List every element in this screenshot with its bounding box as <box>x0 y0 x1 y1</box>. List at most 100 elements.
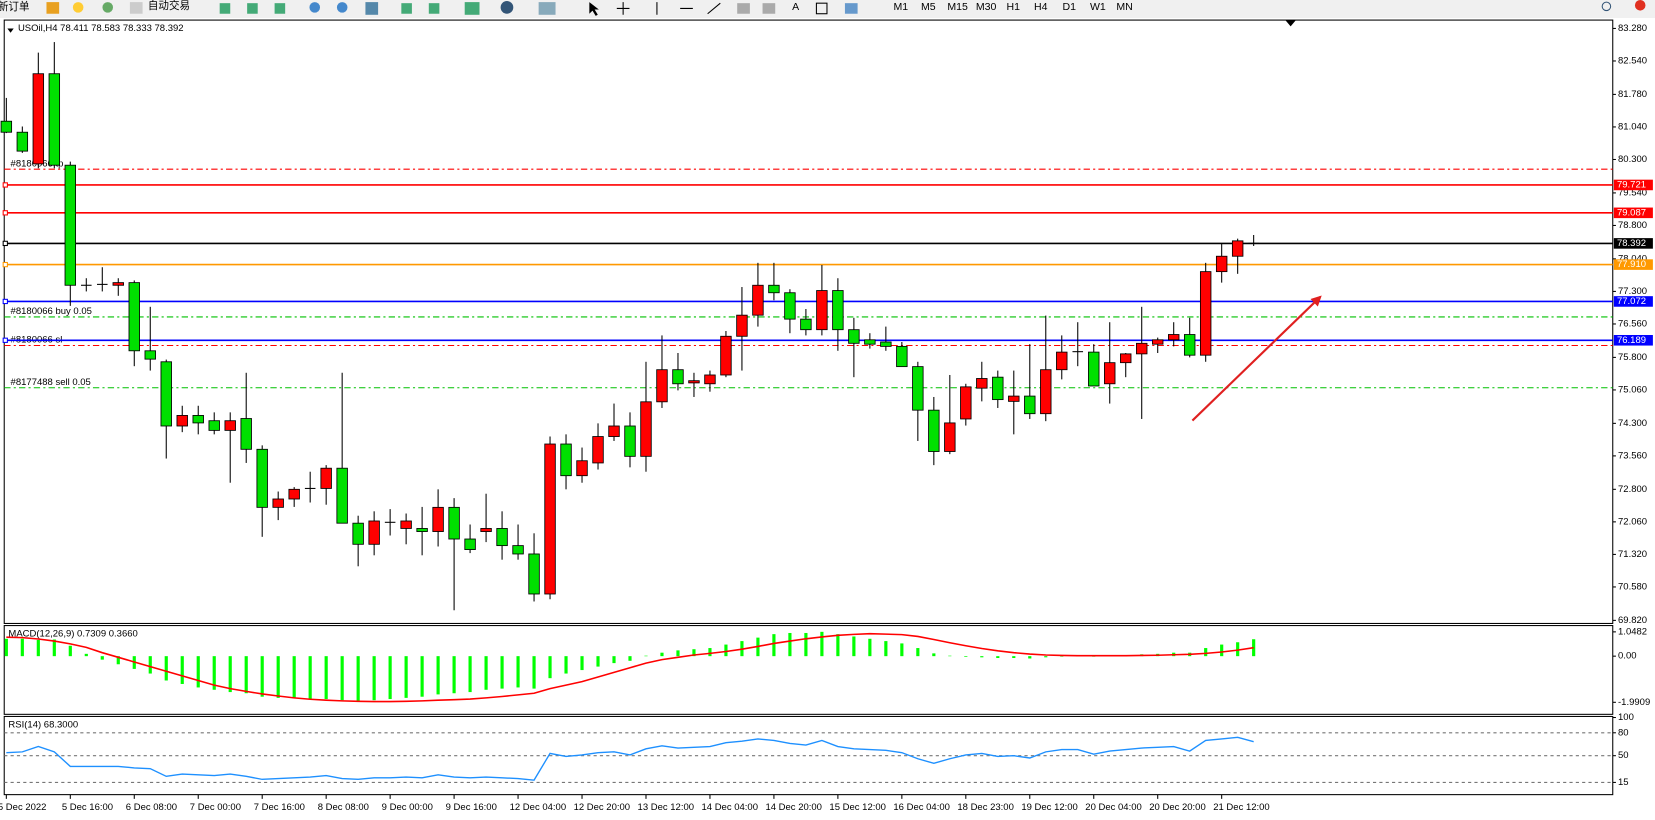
icon[interactable] <box>464 2 480 15</box>
macd-bar <box>420 656 424 697</box>
macd-bar <box>468 656 472 693</box>
macd-bar <box>68 645 72 657</box>
text-tool[interactable]: A <box>792 1 800 13</box>
line-tools[interactable] <box>656 2 721 15</box>
chart-layer: USOil,H4 78.411 78.583 78.333 78.392 83.2… <box>0 23 1653 813</box>
crosshair-icon[interactable] <box>616 2 630 15</box>
macd-bar <box>20 638 24 657</box>
macd-bar <box>820 631 824 657</box>
y-tick-label: 1.0482 <box>1618 626 1647 637</box>
price-level-label: 79.087 <box>1617 207 1646 218</box>
timeframe-button[interactable]: D1 <box>1062 1 1076 13</box>
candle-body <box>1104 362 1116 385</box>
macd-bar <box>516 656 520 688</box>
macd-bar <box>100 656 104 660</box>
y-tick-label: 71.320 <box>1618 549 1647 560</box>
candle-body <box>864 339 876 345</box>
y-tick-label: 0.00 <box>1618 651 1636 662</box>
symbol-menu[interactable] <box>7 28 14 33</box>
macd-bar <box>804 632 808 657</box>
icon[interactable] <box>309 2 321 13</box>
candle-body <box>992 376 1004 401</box>
y-tick-label: 50 <box>1618 750 1629 761</box>
candle-body <box>448 506 460 540</box>
x-tick-label: 21 Dec 12:00 <box>1213 802 1270 813</box>
macd-bar <box>724 644 728 657</box>
panel-title: RSI(14) 68.3000 <box>8 719 78 730</box>
icon[interactable] <box>815 2 828 15</box>
icon[interactable] <box>46 2 60 14</box>
notification-badge[interactable] <box>1634 0 1646 11</box>
candle-body <box>224 420 236 431</box>
timeframe-button[interactable]: W1 <box>1090 1 1106 13</box>
candle-body <box>208 420 220 431</box>
icon[interactable] <box>247 3 258 14</box>
macd-bar <box>84 653 88 657</box>
macd-bar <box>628 656 632 661</box>
candle-body <box>1136 342 1148 355</box>
icon[interactable] <box>737 3 750 14</box>
cursor-icon[interactable] <box>589 2 599 16</box>
y-tick-label: 72.800 <box>1618 484 1647 495</box>
icon[interactable] <box>500 1 514 14</box>
candle-body <box>336 467 348 524</box>
price-level-marker <box>2 298 8 305</box>
macd-bar <box>1028 656 1032 659</box>
y-tick-label: 76.560 <box>1618 318 1647 329</box>
icon[interactable] <box>129 2 143 14</box>
x-tick-label: 6 Dec 08:00 <box>126 802 177 813</box>
timeframe-button[interactable]: MN <box>1116 1 1132 13</box>
icon[interactable] <box>102 2 114 13</box>
icon[interactable] <box>538 2 556 15</box>
x-tick-label: 7 Dec 16:00 <box>254 802 305 813</box>
timeframe-button[interactable]: H1 <box>1007 1 1021 13</box>
timeframe-button[interactable]: M30 <box>976 1 997 13</box>
candle-body <box>704 374 716 385</box>
macd-bar <box>436 656 440 695</box>
macd-bar <box>372 656 376 701</box>
candle-body <box>0 120 13 133</box>
candle-body <box>160 361 172 427</box>
price-level-marker <box>2 240 8 247</box>
icon[interactable] <box>428 3 440 14</box>
macd-bar <box>772 634 776 657</box>
timeframe-button[interactable]: H4 <box>1034 1 1048 13</box>
macd-bar <box>532 656 536 689</box>
candle-body <box>32 73 45 165</box>
icon[interactable] <box>336 2 348 13</box>
icon[interactable] <box>762 3 776 14</box>
search-icon[interactable] <box>1601 1 1612 12</box>
macd-bar <box>324 656 328 700</box>
candle-body <box>368 520 380 545</box>
candle-body <box>1152 339 1164 345</box>
chart-shift-marker[interactable] <box>1285 20 1296 27</box>
x-tick-label: 14 Dec 04:00 <box>702 802 759 813</box>
timeframe-button[interactable]: M15 <box>947 1 968 13</box>
icon[interactable] <box>401 3 412 14</box>
y-tick-label: 79.540 <box>1618 187 1647 198</box>
macd-bar <box>1060 656 1064 657</box>
icon[interactable] <box>365 2 379 15</box>
macd-bar <box>500 656 504 689</box>
candle-body <box>688 380 700 384</box>
y-tick-label: 74.300 <box>1618 418 1647 429</box>
candle-body <box>176 415 188 427</box>
icon[interactable] <box>219 3 231 14</box>
candle-body <box>752 284 764 316</box>
candle-body <box>528 553 540 595</box>
new-order-button[interactable]: 新订单 <box>0 0 30 13</box>
candle-body <box>288 488 300 500</box>
annotation-arrow <box>1191 295 1322 422</box>
icon[interactable] <box>844 3 858 14</box>
macd-bar <box>932 653 936 657</box>
price-level-label: 77.072 <box>1617 296 1646 307</box>
x-tick-label: 9 Dec 00:00 <box>382 802 433 813</box>
price-level-tag <box>1613 334 1653 346</box>
macd-bar <box>900 643 904 657</box>
timeframe-button[interactable]: M5 <box>921 1 936 13</box>
candle-body <box>480 528 492 532</box>
timeframe-button[interactable]: M1 <box>894 1 909 13</box>
icon[interactable] <box>274 3 286 14</box>
icon[interactable] <box>72 2 84 13</box>
auto-trading-button[interactable]: 自动交易 <box>148 0 190 12</box>
